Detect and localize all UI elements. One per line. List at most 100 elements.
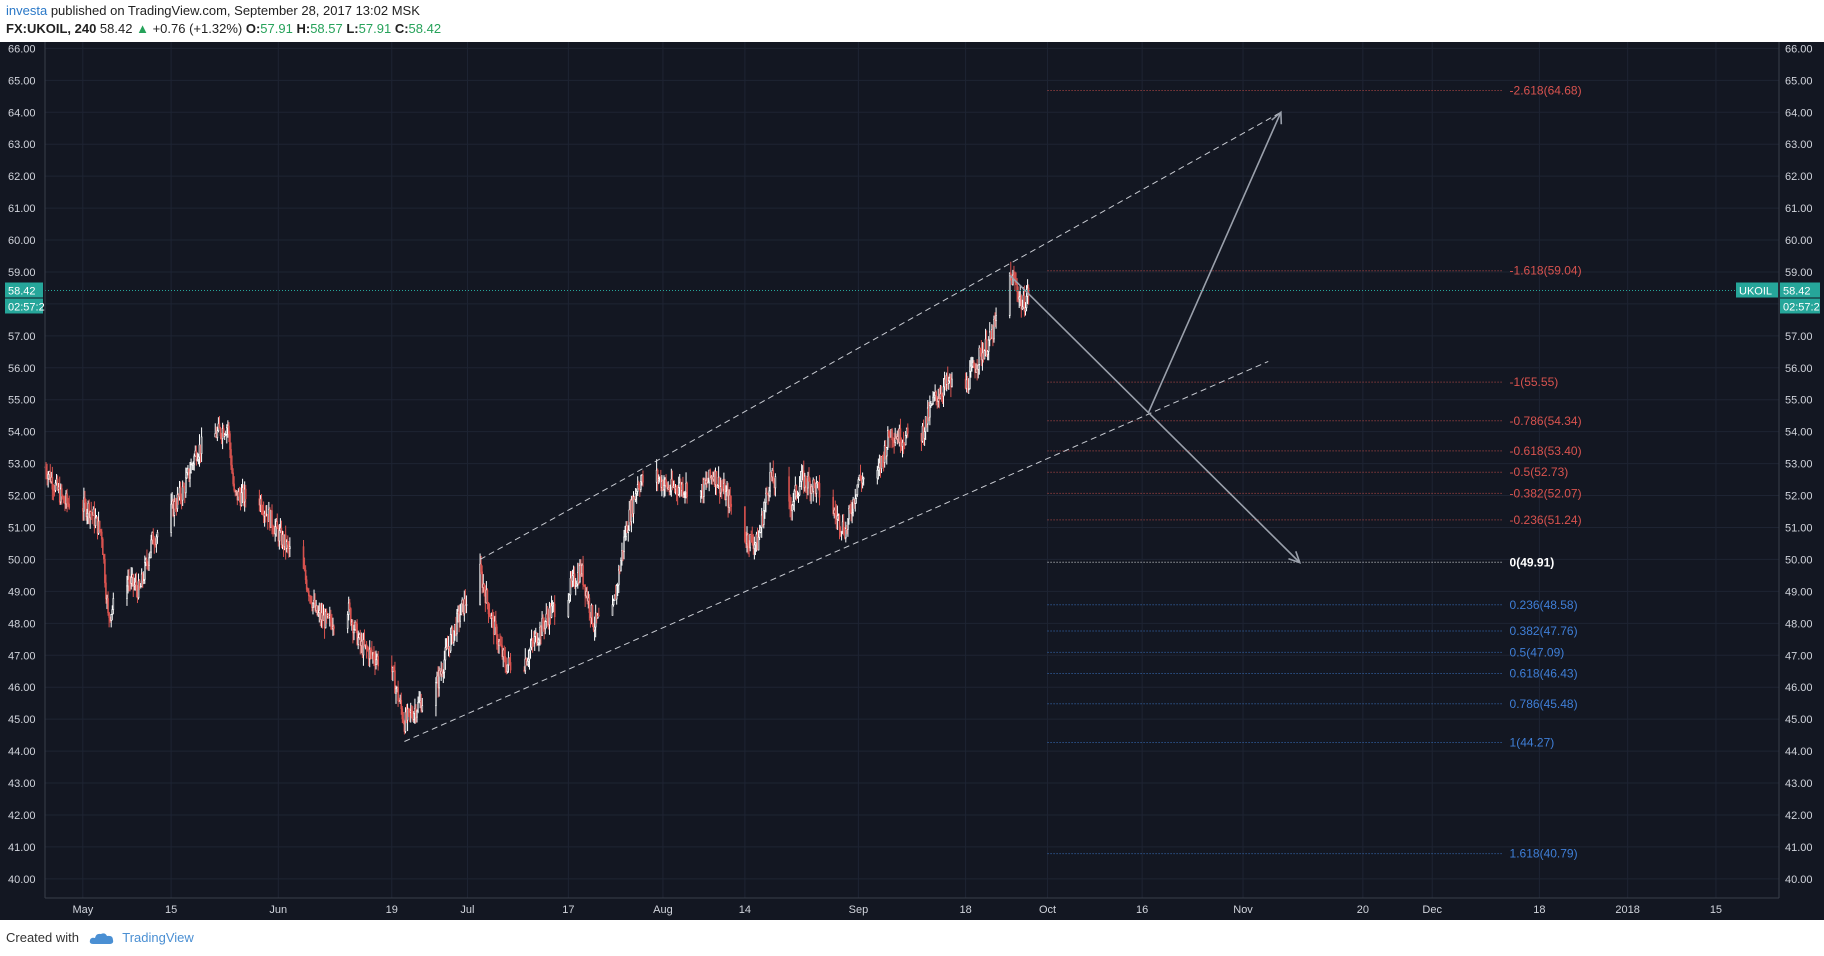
candle-body bbox=[612, 600, 615, 606]
candle-body bbox=[877, 467, 880, 471]
candle-body bbox=[894, 438, 896, 443]
candle-body bbox=[493, 620, 496, 635]
candle-body bbox=[995, 315, 997, 322]
candle-body bbox=[228, 425, 230, 434]
candle-body bbox=[88, 503, 90, 519]
candle-body bbox=[353, 628, 355, 634]
candle-body bbox=[749, 534, 751, 549]
candle-body bbox=[718, 476, 721, 494]
candle-body bbox=[582, 565, 584, 586]
y-tick-label: 42.00 bbox=[8, 810, 36, 822]
last-price-tag-right: 58.42 bbox=[1783, 285, 1811, 297]
y-tick-label: 44.00 bbox=[1785, 746, 1813, 758]
candle-body bbox=[975, 368, 977, 373]
y-tick-label: 57.00 bbox=[1785, 331, 1813, 343]
candle-body bbox=[834, 509, 837, 515]
y-tick-label: 40.00 bbox=[8, 874, 36, 886]
price-chart[interactable]: -2.618(64.68) -1.618(59.04) -1(55.55) -0.78… bbox=[0, 42, 1824, 920]
y-tick-label: 59.00 bbox=[1785, 267, 1813, 279]
y-tick-label: 50.00 bbox=[8, 554, 36, 566]
candle-body bbox=[506, 664, 509, 672]
y-tick-label: 49.00 bbox=[1785, 586, 1813, 598]
y-tick-label: 41.00 bbox=[8, 842, 36, 854]
x-axis[interactable]: May 15 Jun 19 Jul 17 Aug 14 Sep 18 Oct 16 Nov 20 Dec 18… bbox=[45, 897, 1779, 916]
publish-info: investa published on TradingView.com, Se… bbox=[6, 3, 420, 18]
tradingview-brand-link[interactable]: TradingView bbox=[122, 930, 194, 945]
candle-body bbox=[107, 598, 109, 614]
candle-body bbox=[942, 386, 945, 397]
y-tick-label: 52.00 bbox=[1785, 491, 1813, 503]
candle-body bbox=[856, 484, 859, 496]
candle-body bbox=[929, 405, 931, 418]
candle-body bbox=[233, 483, 235, 491]
candle-body bbox=[230, 449, 232, 466]
candle-body bbox=[377, 656, 379, 667]
candle-body bbox=[720, 486, 723, 489]
candle-body bbox=[588, 597, 591, 613]
price-change: +0.76 (+1.32%) bbox=[152, 21, 243, 36]
candle-body bbox=[238, 491, 241, 497]
candle-body bbox=[244, 488, 247, 499]
y-tick-label: 55.00 bbox=[1785, 395, 1813, 407]
candle-body bbox=[656, 469, 659, 481]
last-price-tag-left: 58.42 bbox=[8, 285, 36, 297]
fib-level-label: 0(49.91) bbox=[1510, 555, 1555, 569]
candle-body bbox=[533, 636, 536, 644]
candle-body bbox=[260, 498, 263, 511]
candle-body bbox=[132, 574, 135, 587]
candle-body bbox=[333, 626, 335, 629]
candle-body bbox=[371, 649, 373, 655]
candle-body bbox=[278, 530, 281, 542]
candle-body bbox=[759, 527, 762, 533]
y-tick-label: 47.00 bbox=[8, 650, 36, 662]
candle-body bbox=[538, 639, 540, 644]
candle-body bbox=[304, 569, 307, 581]
candle-body bbox=[104, 558, 106, 584]
candle-body bbox=[584, 584, 586, 597]
y-tick-label: 63.00 bbox=[8, 139, 36, 151]
candle-body bbox=[363, 639, 366, 646]
high-label: H: bbox=[296, 21, 311, 36]
y-tick-label: 43.00 bbox=[1785, 778, 1813, 790]
candle-body bbox=[480, 563, 482, 573]
candle-body bbox=[851, 512, 853, 515]
candle-body bbox=[314, 599, 316, 611]
candle-body bbox=[885, 447, 888, 457]
up-triangle-icon: ▲ bbox=[136, 21, 149, 36]
candle-body bbox=[598, 614, 600, 617]
candle-body bbox=[968, 370, 971, 390]
candle-body bbox=[394, 670, 396, 694]
candle-body bbox=[137, 580, 140, 599]
y-axis-right[interactable]: 40.00 41.00 42.00 43.00 44.00 45.00 46.00 47.00… bbox=[1778, 42, 1813, 898]
candle-body bbox=[226, 427, 228, 435]
candle-body bbox=[110, 613, 113, 621]
candle-body bbox=[503, 649, 506, 657]
candle-body bbox=[671, 478, 674, 487]
candle-body bbox=[751, 535, 754, 544]
candle-body bbox=[966, 379, 969, 390]
candle-body bbox=[840, 531, 843, 533]
candle-body bbox=[527, 658, 530, 662]
candle-body bbox=[449, 634, 452, 652]
open-label: O: bbox=[245, 21, 261, 36]
candle-body bbox=[144, 561, 146, 580]
candle-body bbox=[862, 477, 865, 480]
open-value: 57.91 bbox=[260, 21, 293, 36]
candle-body bbox=[1023, 295, 1026, 312]
candle-body bbox=[591, 604, 594, 626]
candle-body bbox=[400, 699, 403, 710]
candle-body bbox=[438, 670, 440, 689]
author-link[interactable]: investa bbox=[6, 3, 48, 18]
candle-body bbox=[272, 527, 274, 532]
candle-body bbox=[289, 546, 291, 549]
candle-body bbox=[987, 339, 990, 352]
candle-body bbox=[222, 428, 225, 437]
price-tags: 58.42 02:57:2 58.42 02:57:2 UKOIL bbox=[5, 282, 1820, 314]
candle-body bbox=[675, 486, 678, 492]
candle-body bbox=[375, 659, 377, 666]
candle-body bbox=[186, 472, 188, 479]
candle-body bbox=[181, 486, 184, 501]
candle-body bbox=[499, 641, 501, 645]
trend-arrow bbox=[1009, 274, 1301, 564]
candle-body bbox=[459, 614, 461, 622]
